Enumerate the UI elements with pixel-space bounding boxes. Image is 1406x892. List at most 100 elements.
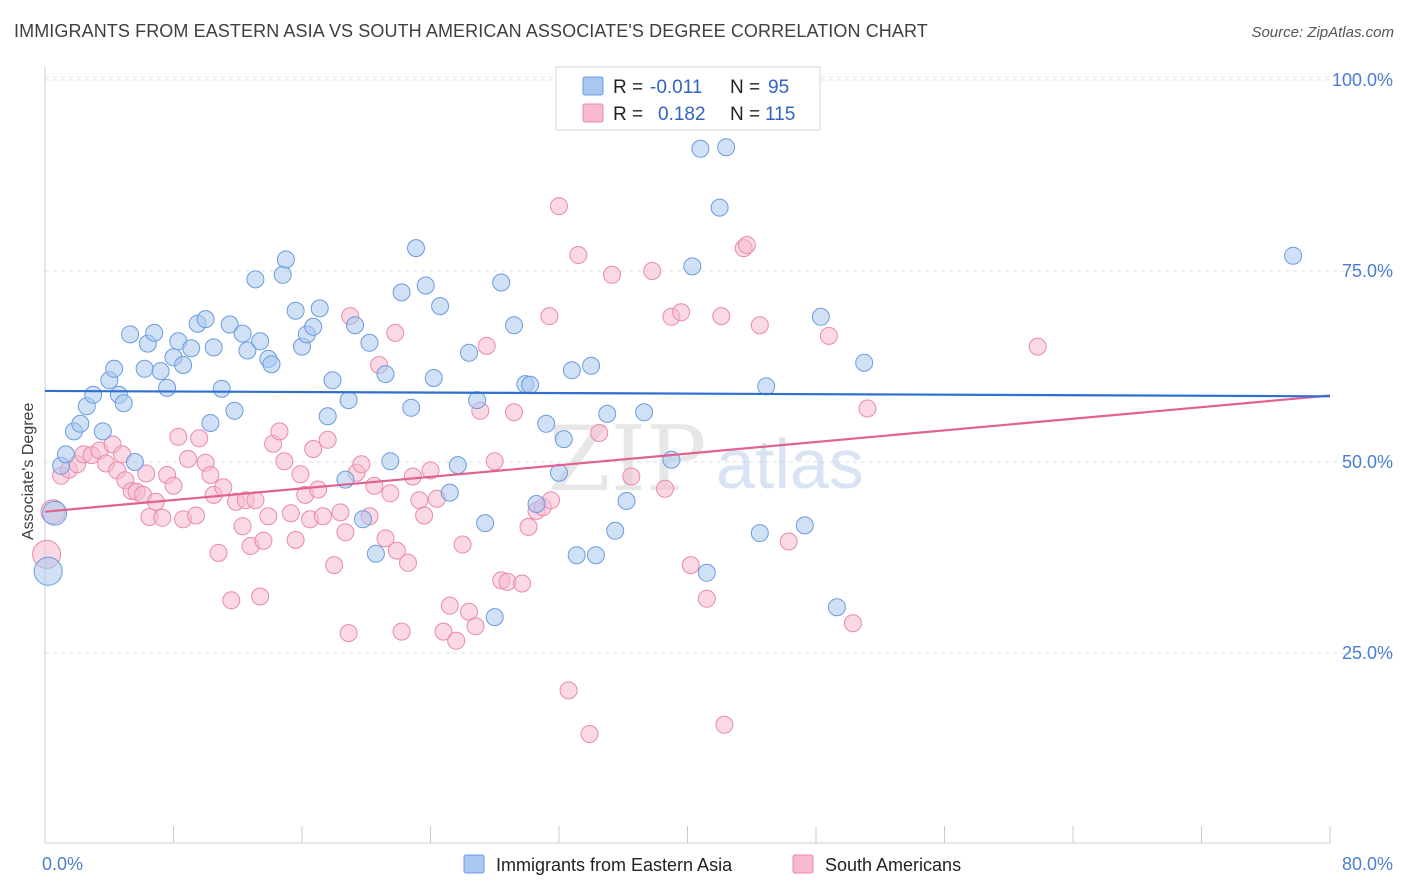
south-americans-point — [381, 484, 400, 503]
eastern-asia-point — [238, 341, 257, 360]
south-americans-point — [270, 422, 289, 441]
south-americans-point — [779, 532, 798, 551]
south-americans-point — [569, 246, 588, 264]
series-legend-blue-swatch — [463, 854, 485, 874]
south-americans-point — [291, 465, 310, 484]
eastern-asia-point — [476, 514, 495, 533]
south-americans-point — [590, 424, 609, 442]
south-americans-point — [331, 503, 350, 522]
eastern-asia-point — [606, 521, 625, 540]
eastern-asia-point — [196, 310, 215, 329]
south-americans-point — [318, 430, 337, 449]
eastern-asia-point — [33, 556, 63, 586]
eastern-asia-point — [448, 456, 467, 475]
eastern-asia-point — [562, 361, 581, 380]
eastern-asia-point — [276, 250, 295, 269]
south-americans-point — [656, 479, 674, 498]
legend-blue-swatch — [582, 76, 604, 96]
x-tick-label-min: 0.0% — [42, 854, 83, 874]
eastern-asia-point — [93, 422, 112, 441]
eastern-asia-point — [717, 138, 736, 157]
south-americans-point — [550, 197, 568, 216]
south-americans-point — [190, 429, 209, 448]
eastern-asia-point — [105, 359, 124, 378]
south-americans-point — [325, 556, 344, 575]
eastern-asia-point — [56, 445, 75, 464]
south-americans-point — [386, 323, 405, 342]
south-americans-point — [410, 491, 429, 510]
eastern-asia-point — [286, 301, 305, 320]
south-americans-point — [209, 543, 228, 562]
eastern-asia-point — [201, 414, 220, 432]
eastern-asia-point — [424, 369, 443, 387]
legend-r-value-2: 0.182 — [658, 104, 706, 125]
south-americans-point — [275, 452, 294, 471]
eastern-asia-point — [84, 385, 103, 404]
south-americans-point — [421, 461, 440, 480]
south-americans-point — [750, 316, 769, 335]
eastern-asia-point — [273, 265, 292, 284]
x-tick-label-max: 80.0% — [1342, 854, 1393, 874]
eastern-asia-points — [33, 138, 1303, 627]
eastern-asia-point — [323, 371, 342, 390]
eastern-asia-point — [431, 297, 450, 316]
eastern-asia-point — [460, 343, 478, 362]
axes — [44, 67, 1331, 844]
south-americans-point — [477, 336, 496, 355]
south-americans-point — [434, 622, 453, 641]
eastern-asia-point — [855, 353, 874, 372]
south-americans-point — [169, 427, 188, 446]
south-americans-point — [201, 466, 220, 484]
south-americans-point — [580, 725, 599, 743]
legend-r-label-1: R = — [613, 77, 643, 98]
eastern-asia-point — [174, 356, 193, 374]
eastern-asia-point — [125, 453, 144, 471]
eastern-asia-point — [204, 338, 223, 357]
y-tick-label: 50.0% — [1342, 452, 1393, 472]
south-americans-point — [164, 476, 183, 495]
eastern-asia-point — [527, 495, 546, 513]
source-label: Source: ZipAtlas.com — [1251, 24, 1394, 41]
eastern-asia-point — [827, 598, 846, 617]
eastern-asia-point — [151, 362, 170, 381]
south-americans-point — [1028, 337, 1047, 356]
south-americans-point — [622, 467, 641, 486]
south-americans-trend-line — [44, 394, 1331, 513]
eastern-asia-point — [121, 325, 140, 344]
eastern-asia-point — [42, 500, 68, 526]
eastern-asia-point — [158, 378, 177, 397]
eastern-asia-point — [262, 355, 281, 374]
eastern-asia-point — [233, 324, 252, 343]
south-americans-point — [505, 403, 523, 422]
south-americans-point — [392, 622, 411, 641]
eastern-asia-point — [212, 379, 231, 398]
eastern-asia-point — [468, 391, 487, 410]
trend-lines — [44, 389, 1331, 513]
south-americans-point — [387, 541, 406, 560]
eastern-asia-point — [360, 333, 379, 352]
south-americans-point — [672, 303, 691, 322]
south-americans-point — [309, 480, 328, 499]
eastern-asia-point — [691, 139, 710, 158]
eastern-asia-point — [381, 452, 400, 471]
eastern-asia-point — [683, 257, 702, 276]
eastern-asia-point — [582, 356, 601, 375]
y-tick-label: 75.0% — [1342, 261, 1393, 281]
eastern-asia-trend-line — [44, 389, 1331, 398]
south-americans-point — [466, 617, 485, 636]
eastern-asia-point — [366, 544, 385, 563]
south-americans-point — [137, 464, 156, 483]
south-americans-point — [233, 517, 252, 536]
south-americans-point — [179, 449, 197, 468]
south-americans-point — [339, 624, 358, 643]
legend-pink-swatch — [582, 103, 604, 123]
south-americans-point — [519, 517, 538, 536]
south-americans-point — [222, 591, 241, 610]
eastern-asia-point — [114, 394, 133, 413]
south-americans-point — [365, 476, 384, 495]
south-americans-point — [559, 681, 578, 700]
south-americans-point — [415, 506, 434, 525]
legend-n-value-1: 95 — [768, 77, 789, 98]
eastern-asia-point — [617, 492, 636, 510]
eastern-asia-point — [135, 359, 154, 378]
